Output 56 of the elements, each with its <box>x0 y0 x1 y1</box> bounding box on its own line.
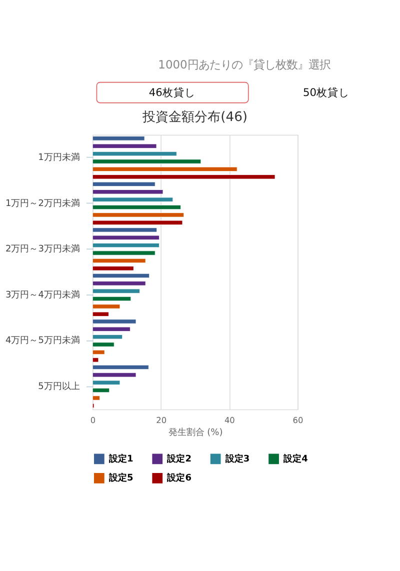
bar <box>92 396 100 400</box>
bar <box>92 204 181 210</box>
bar <box>92 220 183 225</box>
bar <box>92 319 136 324</box>
legend-label: 設定4 <box>282 453 308 464</box>
bar <box>92 151 177 156</box>
bar <box>92 136 145 141</box>
bar <box>92 159 202 164</box>
x-axis-title: 発生割合 (%) <box>168 427 223 438</box>
bar <box>92 350 105 355</box>
y-tick-label: 3万円～4万円未満 <box>5 289 80 300</box>
bar <box>92 258 146 264</box>
legend-label: 設定5 <box>108 472 134 484</box>
bar <box>92 166 238 172</box>
bar <box>92 372 136 378</box>
y-tick-label: 5万円以上 <box>38 380 80 392</box>
bar <box>92 358 99 362</box>
bar <box>92 296 132 302</box>
x-tick-label: 60 <box>292 414 304 425</box>
bar <box>92 235 160 240</box>
text: 50枚貸し <box>302 86 350 100</box>
bar <box>92 250 156 256</box>
bar <box>92 281 146 286</box>
bar <box>92 228 158 232</box>
legend-label: 設定2 <box>166 453 192 464</box>
bar <box>92 182 156 186</box>
chart-title: 投資金額分布(46) <box>142 110 248 125</box>
y-tick-label: 2万円～3万円未満 <box>5 244 80 255</box>
bar <box>92 174 276 180</box>
bar <box>92 190 164 194</box>
bar <box>92 334 123 340</box>
bar <box>92 273 150 278</box>
y-tick-label: 1万円未満 <box>38 152 80 164</box>
bar <box>92 243 160 248</box>
bar <box>92 144 157 148</box>
text: 1000円あたりの『貸し枚数』選択 <box>158 57 330 72</box>
bar <box>92 342 114 347</box>
bar <box>92 364 149 370</box>
legend-label: 設定6 <box>166 472 192 484</box>
x-tick-label: 40 <box>224 414 235 425</box>
bar <box>92 380 120 385</box>
y-tick-label: 4万円～5万円未満 <box>5 335 80 346</box>
bar <box>92 312 109 316</box>
text: 46枚貸し <box>148 86 196 100</box>
bar <box>92 326 130 332</box>
legend-label: 設定3 <box>224 453 250 464</box>
bar <box>92 197 174 202</box>
bar <box>92 388 110 393</box>
y-tick-label: 1万円～2万円未満 <box>5 198 80 209</box>
bar <box>92 212 184 218</box>
bar <box>92 266 134 271</box>
bar <box>92 304 120 309</box>
legend-label: 設定1 <box>108 453 134 464</box>
x-tick-label: 20 <box>156 414 167 425</box>
x-tick-label: 0 <box>90 414 96 425</box>
bar <box>92 288 140 294</box>
